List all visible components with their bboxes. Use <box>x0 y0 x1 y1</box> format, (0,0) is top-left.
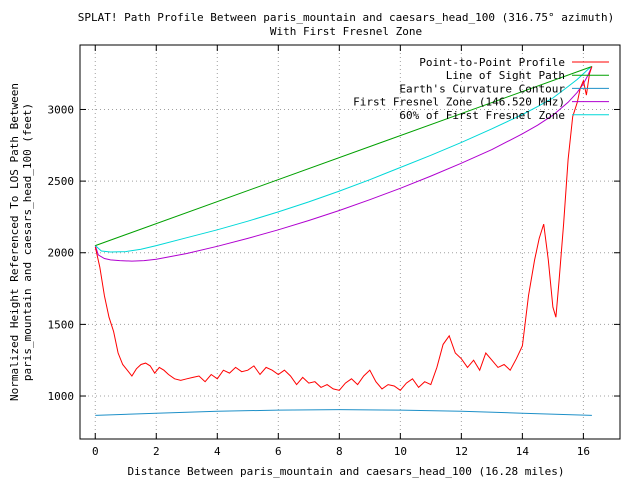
series-point-to-point-profile <box>94 66 593 391</box>
series-lines <box>94 66 593 416</box>
x-tick-label: 0 <box>92 445 99 458</box>
axes: 0 2 4 6 8 10 12 14 16 1000 1500 2000 2500 3000 <box>48 45 620 458</box>
y-tick-label: 2500 <box>48 175 75 188</box>
x-tick-label: 6 <box>275 445 282 458</box>
x-tick-label: 8 <box>336 445 343 458</box>
x-tick-label: 12 <box>455 445 468 458</box>
series-first-fresnel-zone-146-520-mhz <box>94 66 593 262</box>
x-tick-label: 2 <box>153 445 160 458</box>
legend-label: First Fresnel Zone (146.520 MHz) <box>353 96 565 109</box>
legend-label: Point-to-Point Profile <box>419 56 565 69</box>
x-tick-label: 16 <box>577 445 590 458</box>
legend-label: Line of Sight Path <box>446 69 565 82</box>
y-axis-label: Normalized Height Referenced To LOS Path… <box>8 83 34 401</box>
y-tick-label: 1000 <box>48 390 75 403</box>
x-axis-label: Distance Between paris_mountain and caes… <box>127 465 564 478</box>
plot-frame <box>79 44 621 440</box>
chart-subtitle: With First Fresnel Zone <box>270 25 422 38</box>
y-tick-label: 2000 <box>48 247 75 260</box>
chart-title: SPLAT! Path Profile Between paris_mounta… <box>78 11 614 24</box>
y-axis-label-line: Normalized Height Referenced To LOS Path… <box>8 83 21 401</box>
y-tick-label: 3000 <box>48 103 75 116</box>
legend-label: Earth's Curvature Contour <box>399 82 565 95</box>
x-tick-label: 4 <box>214 445 221 458</box>
series-60-of-first-fresnel-zone <box>94 66 593 253</box>
x-tick-label: 10 <box>394 445 407 458</box>
series-earth-s-curvature-contour <box>95 409 592 416</box>
legend-label: 60% of First Fresnel Zone <box>399 109 565 122</box>
series-line-of-sight-path <box>95 66 593 247</box>
grid <box>80 45 620 439</box>
x-tick-label: 14 <box>516 445 530 458</box>
y-tick-label: 1500 <box>48 318 75 331</box>
y-axis-label-line: paris_mountain and caesars_head_100 (fee… <box>21 103 34 381</box>
